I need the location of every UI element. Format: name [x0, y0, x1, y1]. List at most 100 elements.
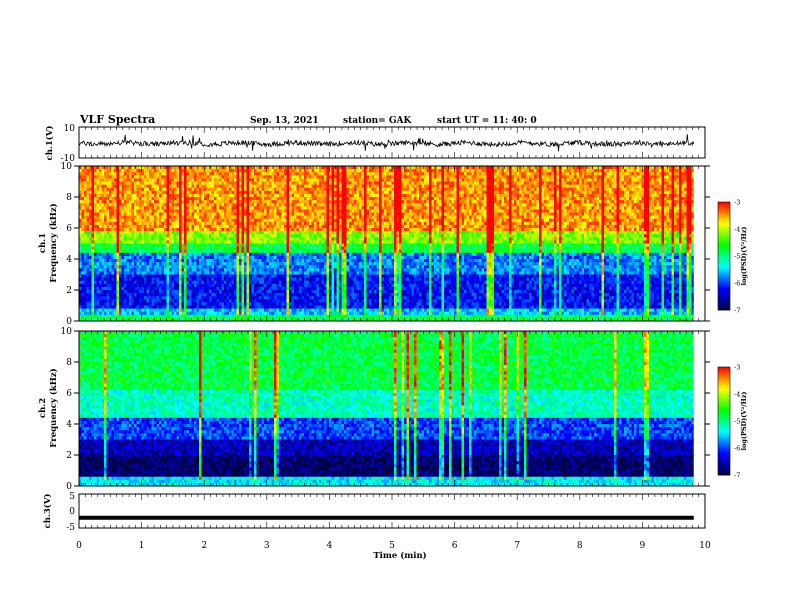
spectrogram-cell: [139, 281, 142, 284]
spectrogram-cell: [304, 302, 307, 305]
spectrogram-cell: [174, 169, 177, 172]
spectrogram-cell: [159, 191, 162, 194]
spectrogram-cell: [297, 237, 300, 240]
spectrogram-cell: [139, 268, 142, 271]
spectrogram-cell: [134, 172, 137, 175]
spectrogram-cell: [197, 265, 200, 268]
spectrogram-cell: [262, 281, 265, 284]
spectrogram-cell: [277, 250, 280, 253]
spectrogram-cell: [84, 265, 87, 268]
spectrogram-cell: [319, 262, 322, 265]
spectrogram-cell: [257, 299, 260, 302]
spectrogram-cell: [109, 219, 112, 222]
spectrogram-cell: [159, 209, 162, 212]
spectrogram-cell: [82, 262, 85, 265]
spectrogram-cell: [179, 309, 182, 312]
spectrogram-cell: [182, 299, 185, 302]
spectrogram-cell: [167, 209, 170, 212]
spectrogram-cell: [309, 296, 312, 299]
spectrogram-cell: [267, 244, 270, 247]
spectrogram-cell: [164, 219, 167, 222]
spectrogram-cell: [239, 253, 242, 256]
spectrogram-cell: [139, 222, 142, 225]
spectrogram-cell: [252, 302, 255, 305]
spectrogram-cell: [252, 231, 255, 234]
spectrogram-cell: [114, 185, 117, 188]
spectrogram-cell: [187, 281, 190, 284]
spectrogram-cell: [249, 253, 252, 256]
spectrogram-cell: [217, 262, 220, 265]
spectrogram-cell: [159, 284, 162, 287]
spectrogram-cell: [249, 234, 252, 237]
spectrogram-cell: [177, 182, 180, 185]
spectrogram-cell: [269, 194, 272, 197]
spectrogram-cell: [152, 182, 155, 185]
spectrogram-cell: [142, 166, 145, 169]
spectrogram-cell: [229, 169, 232, 172]
spectrogram-cell: [102, 175, 105, 178]
spectrogram-cell: [324, 278, 327, 281]
spectrogram-cell: [317, 203, 320, 206]
spectrogram-cell: [264, 240, 267, 243]
spectrogram-cell: [207, 225, 210, 228]
spectrogram-cell: [204, 262, 207, 265]
spectrogram-cell: [114, 293, 117, 296]
spectrogram-cell: [197, 250, 200, 253]
spectrogram-cell: [97, 271, 100, 274]
spectrogram-cell: [179, 259, 182, 262]
spectrogram-cell: [127, 225, 130, 228]
spectrogram-cell: [157, 234, 160, 237]
spectrogram-cell: [274, 312, 277, 315]
spectrogram-cell: [169, 259, 172, 262]
spectrogram-cell: [152, 228, 155, 231]
spectrogram-cell: [107, 253, 110, 256]
spectrogram-cell: [279, 175, 282, 178]
spectrogram-cell: [142, 262, 145, 265]
spectrogram-cell: [84, 182, 87, 185]
spectrogram-cell: [314, 191, 317, 194]
spectrogram-cell: [302, 265, 305, 268]
spectrogram-cell: [154, 188, 157, 191]
spectrogram-cell: [294, 247, 297, 250]
spectrogram-cell: [247, 302, 250, 305]
spectrogram-cell: [279, 250, 282, 253]
spectrogram-cell: [197, 185, 200, 188]
spectrogram-cell: [242, 194, 245, 197]
spectrogram-cell: [247, 309, 250, 312]
spectrogram-cell: [119, 278, 122, 281]
spectrogram-cell: [319, 309, 322, 312]
spectrogram-cell: [99, 296, 102, 299]
spectrogram-cell: [184, 293, 187, 296]
spectrogram-cell: [322, 296, 325, 299]
spectrogram-cell: [267, 299, 270, 302]
spectrogram-cell: [259, 191, 262, 194]
spectrogram-cell: [194, 166, 197, 169]
spectrogram-cell: [317, 275, 320, 278]
spectrogram-cell: [179, 206, 182, 209]
spectrogram-cell: [307, 275, 310, 278]
spectrogram-cell: [104, 253, 107, 256]
spectrogram-cell: [117, 182, 120, 185]
spectrogram-cell: [257, 312, 260, 315]
spectrogram-cell: [222, 256, 225, 259]
spectrogram-cell: [222, 194, 225, 197]
spectrogram-cell: [159, 169, 162, 172]
spectrogram-cell: [304, 240, 307, 243]
spectrogram-cell: [122, 237, 125, 240]
spectrogram-cell: [132, 256, 135, 259]
spectrogram-cell: [309, 262, 312, 265]
spectrogram-cell: [192, 275, 195, 278]
spectrogram-cell: [139, 290, 142, 293]
spectrogram-cell: [217, 237, 220, 240]
spectrogram-cell: [232, 234, 235, 237]
spectrogram-cell: [307, 216, 310, 219]
spectrogram-cell: [289, 278, 292, 281]
spectrogram-cell: [142, 219, 145, 222]
spectrogram-cell: [269, 244, 272, 247]
spectrogram-cell: [194, 175, 197, 178]
spectrogram-cell: [189, 256, 192, 259]
spectrogram-cell: [292, 197, 295, 200]
spectrogram-cell: [114, 284, 117, 287]
spectrogram-cell: [319, 302, 322, 305]
spectrogram-cell: [249, 166, 252, 169]
